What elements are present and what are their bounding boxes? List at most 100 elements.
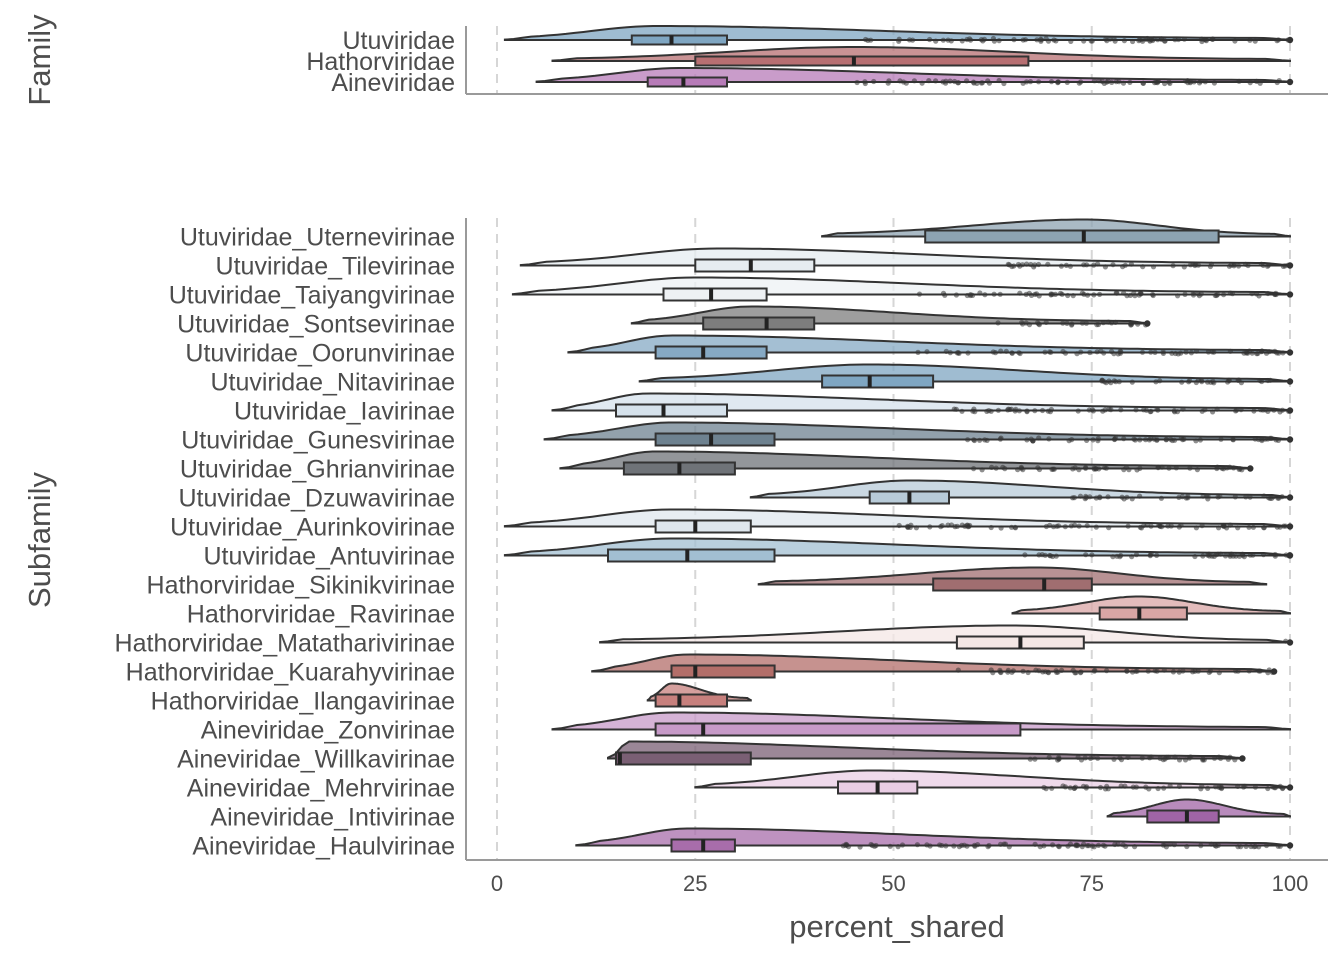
family-utuviridae-point (1043, 36, 1049, 42)
subfamily-utuviridae-ghrianvirinae-point (1155, 464, 1161, 470)
subfamily-utuviridae-antuvirinae-label: Utuviridae_Antuvirinae (203, 543, 455, 571)
subfamily-utuviridae-taiyangvirinae-point (1081, 291, 1087, 297)
subfamily-utuviridae-tilevirinae-point (1045, 261, 1051, 267)
subfamily-utuviridae-tilevirinae-point (1170, 263, 1176, 269)
family-utuviridae-point (945, 37, 951, 43)
subfamily-aineviridae-mehrvirinae-point (1240, 784, 1247, 790)
subfamily-aineviridae-haulvirinae-point (1086, 843, 1092, 849)
subfamily-aineviridae-haulvirinae-point (939, 842, 945, 849)
subfamily-aineviridae-willkavirinae-violin (607, 740, 1244, 760)
subfamily-aineviridae-mehrvirinae-point (1118, 783, 1124, 789)
subfamily-utuviridae-taiyangvirinae-point (1265, 290, 1271, 297)
subfamily-aineviridae-willkavirinae-point (1201, 757, 1207, 763)
subfamily-utuviridae-aurinkovirinae-point (1216, 525, 1222, 531)
subfamily-aineviridae-haulvirinae-point (1243, 843, 1249, 850)
subfamily-aineviridae-intivirinae-label: Aineviridae_Intivirinae (210, 804, 455, 832)
family-aineviridae-point (1127, 79, 1133, 85)
subfamily-utuviridae-aurinkovirinae-point (1148, 523, 1154, 529)
subfamily-utuviridae-aurinkovirinae-point (1235, 525, 1241, 531)
subfamily-utuviridae-ghrianvirinae-point (1224, 465, 1230, 471)
subfamily-utuviridae-iavirinae-point (1251, 408, 1257, 414)
subfamily-utuviridae-tilevirinae-point (1081, 262, 1087, 268)
subfamily-utuviridae-sontsevirinae-point (1069, 322, 1075, 328)
subfamily-utuviridae-tilevirinae-point (1231, 262, 1237, 268)
subfamily-utuviridae-oorunvirinae-point (1152, 349, 1158, 355)
subfamily-aineviridae-haulvirinae-point (845, 844, 852, 850)
subfamily-utuviridae-ghrianvirinae-point (1015, 467, 1021, 473)
family-utuviridae-point (964, 36, 970, 43)
subfamily-aineviridae-zonvirinae-box (654, 722, 1022, 737)
subfamily-utuviridae-taiyangvirinae-point (1127, 292, 1133, 298)
subfamily-utuviridae-dzuwavirinae-point (1270, 494, 1276, 500)
family-aineviridae-point (1167, 80, 1173, 86)
subfamily-aineviridae-haulvirinae-point (1248, 843, 1254, 850)
subfamily-aineviridae-haulvirinae-point (872, 843, 878, 849)
subfamily-utuviridae-gunesvirinae-point (1218, 436, 1224, 442)
subfamily-hathorviridae-kuarahyvirinae-point (1129, 669, 1136, 675)
subfamily-utuviridae-tilevirinae-point (1058, 263, 1064, 269)
subfamily-utuviridae-oorunvirinae-point (1246, 348, 1253, 354)
subfamily-utuviridae-iavirinae-point (1008, 406, 1015, 412)
subfamily-utuviridae-aurinkovirinae-point (1062, 524, 1068, 530)
subfamily-aineviridae-willkavirinae-point (1218, 755, 1224, 762)
family-utuviridae-point (1121, 38, 1127, 44)
subfamily-aineviridae-mehrvirinae-point (1130, 784, 1136, 790)
subfamily-utuviridae-dzuwavirinae-point (1158, 495, 1164, 501)
subfamily-utuviridae-tilevirinae-point (1028, 261, 1034, 268)
subfamily-utuviridae-antuvirinae-point (1047, 552, 1053, 559)
subfamily-utuviridae-oorunvirinae-point (947, 350, 953, 356)
subfamily-utuviridae-oorunvirinae-point (1003, 348, 1009, 354)
subfamily-utuviridae-iavirinae-point (1238, 407, 1244, 413)
subfamily-utuviridae-iavirinae-point (1089, 407, 1095, 413)
subfamily-utuviridae-nitavirinae-max-point (1286, 378, 1294, 385)
subfamily-utuviridae-dzuwavirinae-point (1217, 493, 1223, 499)
subfamily-aineviridae-haulvirinae-point (1238, 844, 1244, 850)
family-utuviridae-point (1252, 38, 1258, 44)
subfamily-aineviridae-willkavirinae-box (615, 751, 752, 766)
subfamily-aineviridae-haulvirinae-point (1198, 843, 1204, 849)
subfamily-aineviridae-haulvirinae-point (1123, 843, 1129, 850)
family-aineviridae-point (1140, 80, 1146, 86)
subfamily-aineviridae-haulvirinae-point (1050, 842, 1056, 848)
family-aineviridae-point (854, 79, 860, 86)
subfamily-utuviridae-tilevirinae-violin (519, 247, 1291, 267)
subfamily-hathorviridae-kuarahyvirinae-point (1216, 670, 1222, 676)
subfamily-utuviridae-sontsevirinae-label: Utuviridae_Sontsevirinae (177, 311, 455, 339)
subfamily-hathorviridae-ravirinae-label: Hathorviridae_Ravirinae (187, 601, 455, 629)
family-utuviridae-point (927, 36, 933, 43)
subfamily-utuviridae-antuvirinae-point (1053, 553, 1059, 559)
family-aineviridae-point (1096, 78, 1102, 84)
subfamily-aineviridae-mehrvirinae-point (1143, 784, 1149, 790)
subfamily-aineviridae-haulvirinae-point (1212, 842, 1218, 849)
subfamily-hathorviridae-sikinikvirinae-violin (757, 566, 1268, 586)
subfamily-utuviridae-tilevirinae-point (1032, 262, 1038, 268)
subfamily-utuviridae-nitavirinae-point (1226, 378, 1232, 384)
subfamily-utuviridae-aurinkovirinae-point (1068, 523, 1074, 529)
subfamily-utuviridae-sontsevirinae-point (1109, 320, 1115, 326)
subfamily-utuviridae-nitavirinae-point (1267, 377, 1273, 383)
subfamily-utuviridae-tilevirinae-point (1258, 261, 1264, 267)
subfamily-aineviridae-mehrvirinae-point (1097, 784, 1104, 791)
subfamily-aineviridae-mehrvirinae-point (1105, 786, 1111, 792)
subfamily-utuviridae-oorunvirinae-point (1111, 351, 1117, 357)
subfamily-utuviridae-antuvirinae-point (1154, 552, 1160, 559)
subfamily-utuviridae-gunesvirinae-point (1230, 437, 1236, 443)
subfamily-aineviridae-mehrvirinae-point (1062, 784, 1068, 790)
subfamily-utuviridae-ghrianvirinae-point (1219, 465, 1225, 471)
subfamily-utuviridae-nitavirinae-point (1129, 379, 1135, 385)
subfamily-utuviridae-taiyangvirinae-point (1272, 291, 1278, 298)
subfamily-hathorviridae-matatharivirinae-max-point (1286, 639, 1294, 646)
subfamily-utuviridae-antuvirinae-point (1083, 552, 1089, 558)
subfamily-aineviridae-willkavirinae-max-point (1239, 755, 1246, 762)
subfamily-aineviridae-willkavirinae-point (1082, 755, 1088, 761)
subfamily-aineviridae-willkavirinae-point (1056, 756, 1062, 762)
subfamily-utuviridae-oorunvirinae-point (1266, 349, 1272, 355)
subfamily-hathorviridae-kuarahyvirinae-point (1091, 668, 1097, 674)
subfamily-utuviridae-dzuwavirinae-point (1119, 494, 1125, 500)
family-utuviridae-point (1130, 38, 1136, 45)
subfamily-utuviridae-sontsevirinae-point (1060, 320, 1066, 326)
subfamily-utuviridae-taiyangvirinae-point (1221, 292, 1227, 298)
subfamily-utuviridae-dzuwavirinae-max-point (1286, 494, 1294, 501)
subfamily-utuviridae-oorunvirinae-point (1183, 349, 1189, 355)
subfamily-utuviridae-oorunvirinae-point (1148, 349, 1154, 355)
